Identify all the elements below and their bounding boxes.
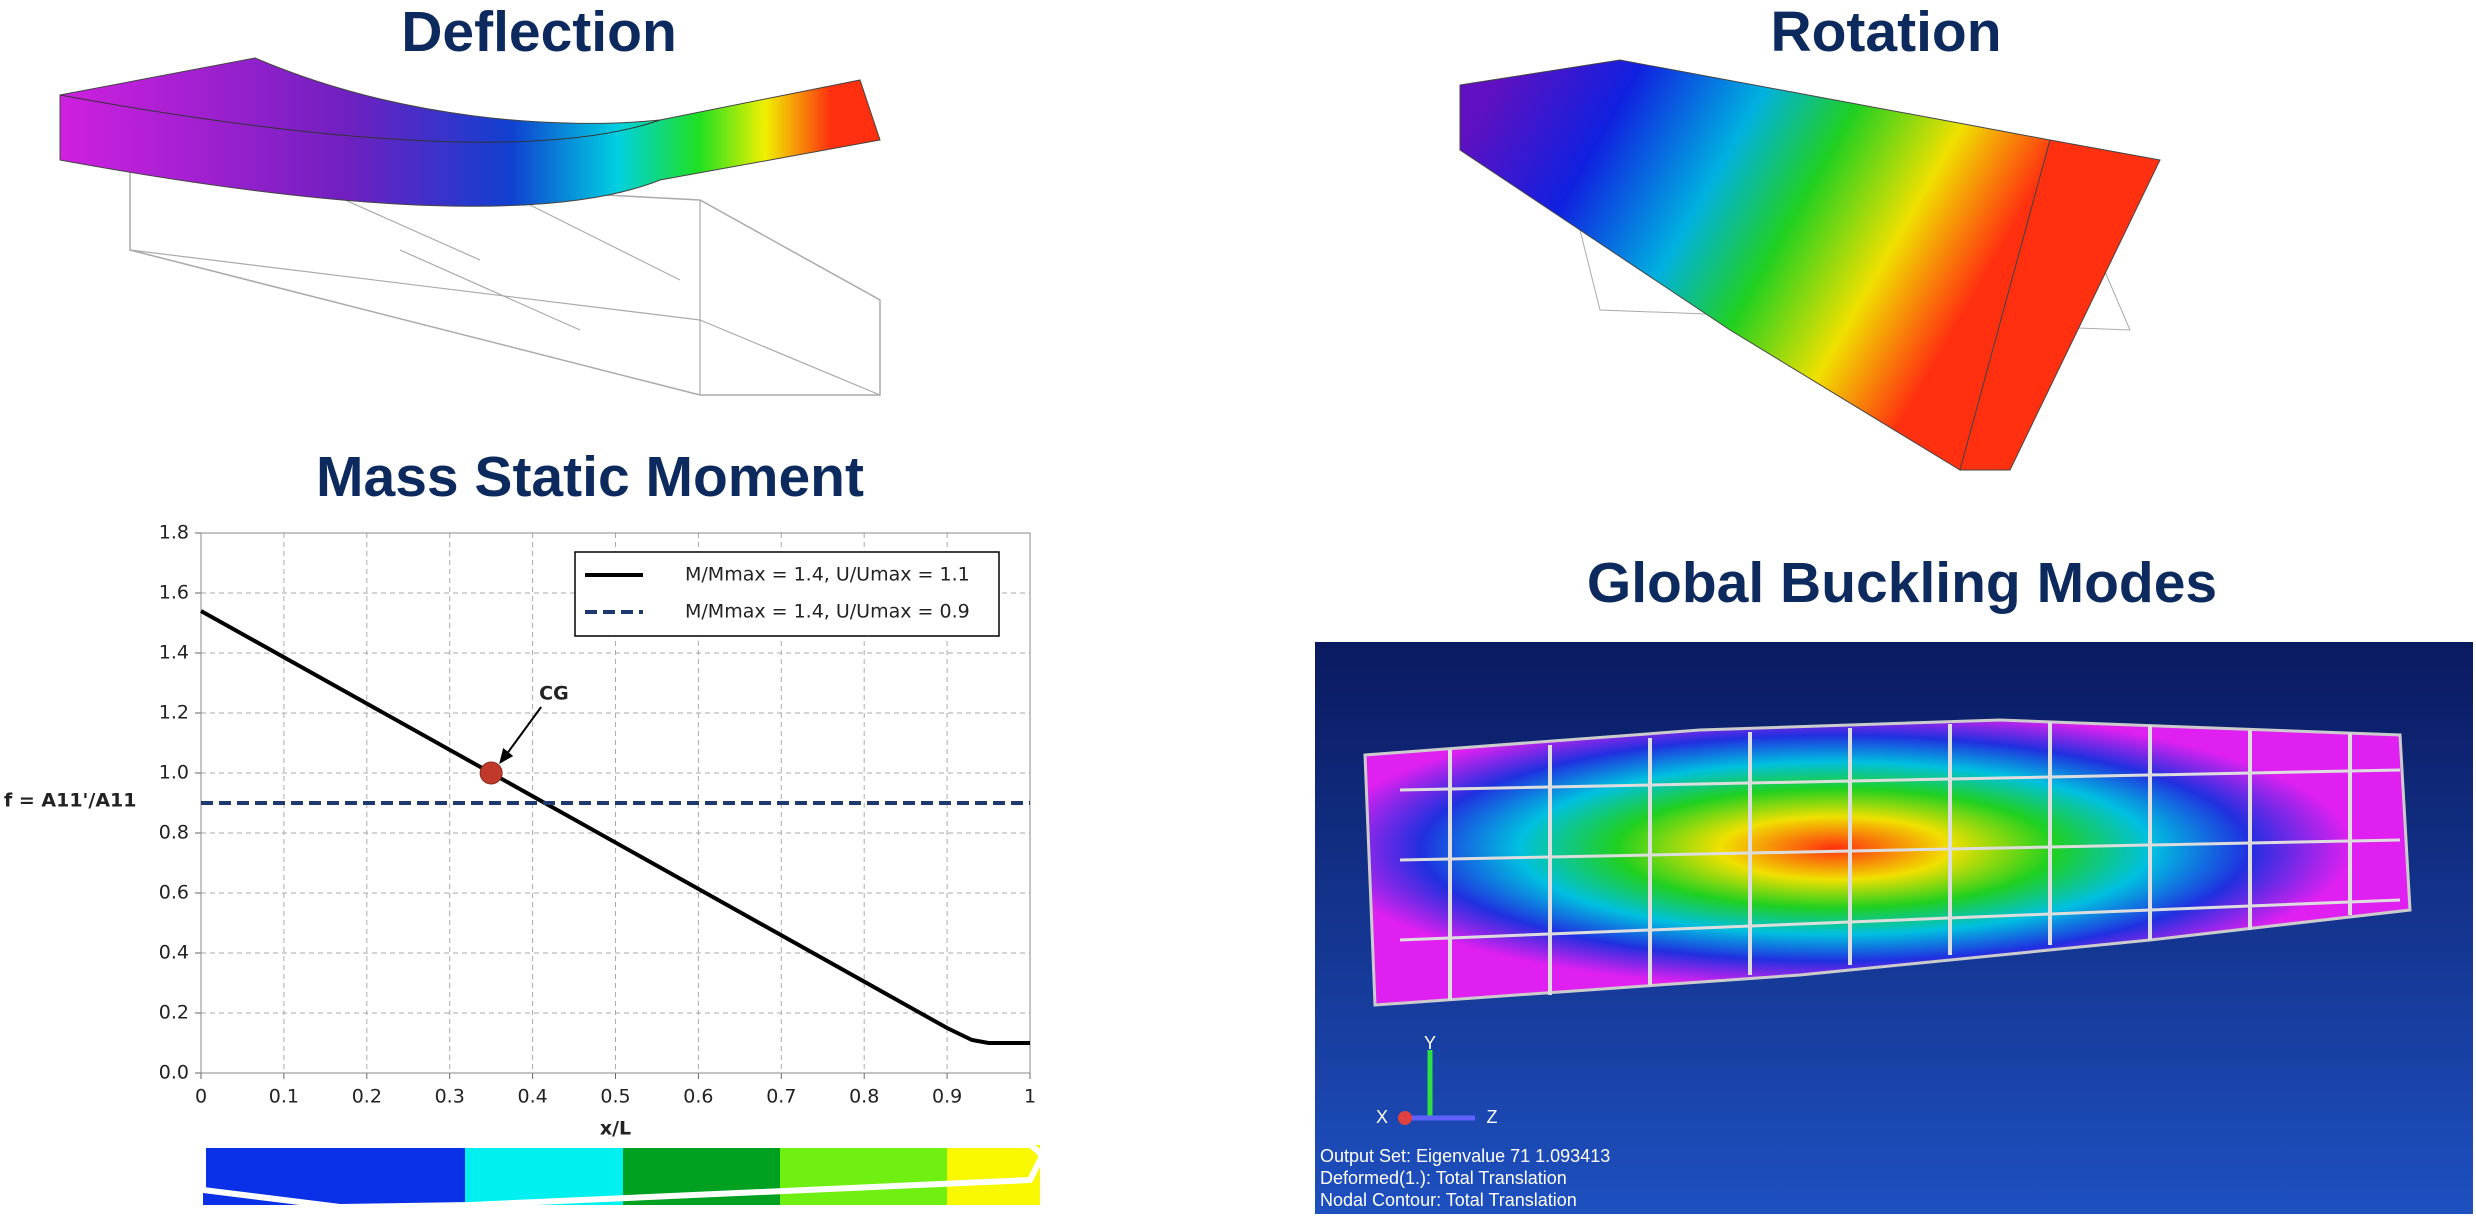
- info-text: Deformed(1.): Total Translation: [1320, 1168, 1567, 1188]
- axis-letter: X: [1376, 1107, 1388, 1127]
- x-tick-label: 0.5: [600, 1086, 630, 1108]
- x-tick-label: 0.7: [766, 1086, 796, 1108]
- y-tick-label: 0.0: [159, 1062, 189, 1084]
- heading: Rotation: [1770, 0, 2001, 64]
- y-tick-label: 1.2: [159, 702, 189, 724]
- x-tick-label: 0.2: [352, 1086, 382, 1108]
- x-tick-label: 0.4: [517, 1086, 547, 1108]
- y-tick-label: 1.8: [159, 522, 189, 544]
- x-tick-label: 0.1: [269, 1086, 299, 1108]
- annotation-point: [479, 761, 503, 785]
- heading: Deflection: [401, 0, 677, 64]
- y-tick-label: 1.0: [159, 762, 189, 784]
- heading: Mass Static Moment: [316, 445, 864, 509]
- y-tick-label: 1.4: [159, 642, 189, 664]
- x-tick-label: 1: [1024, 1086, 1036, 1108]
- rotation-model: [1459, 59, 2161, 471]
- x-axis-label: x/L: [600, 1118, 631, 1140]
- legend-label: M/Mmax = 1.4, U/Umax = 0.9: [685, 601, 970, 623]
- annotation-text: CG: [539, 683, 569, 705]
- x-tick-label: 0.6: [683, 1086, 713, 1108]
- x-tick-label: 0.3: [435, 1086, 465, 1108]
- y-tick-label: 1.6: [159, 582, 189, 604]
- info-text: Nodal Contour: Total Translation: [1320, 1190, 1577, 1210]
- buckling-model: [1315, 642, 2473, 1214]
- planform-segment: [947, 1145, 1040, 1205]
- heading: Global Buckling Modes: [1587, 551, 2217, 615]
- y-tick-label: 0.4: [159, 942, 189, 964]
- arrow-head: [499, 748, 514, 764]
- legend-label: M/Mmax = 1.4, U/Umax = 1.1: [685, 564, 970, 586]
- axis-letter: Z: [1487, 1107, 1498, 1127]
- info-text: Output Set: Eigenvalue 71 1.093413: [1320, 1146, 1610, 1166]
- y-tick-label: 0.2: [159, 1002, 189, 1024]
- y-tick-label: 0.6: [159, 882, 189, 904]
- series-line: [200, 609, 1030, 1045]
- x-tick-label: 0.9: [932, 1086, 962, 1108]
- y-axis-label: f = A11'/A11: [4, 790, 136, 812]
- planform-outline: [200, 1142, 1045, 1211]
- annotation-arrow: [502, 706, 542, 760]
- axis-letter: Y: [1424, 1033, 1436, 1053]
- planform-segment: [465, 1145, 623, 1205]
- legend-box: [574, 551, 1000, 637]
- deflection-model: [59, 57, 881, 396]
- y-tick-label: 0.8: [159, 822, 189, 844]
- x-tick-label: 0: [195, 1086, 207, 1108]
- planform-segment: [780, 1145, 947, 1205]
- x-tick-label: 0.8: [849, 1086, 879, 1108]
